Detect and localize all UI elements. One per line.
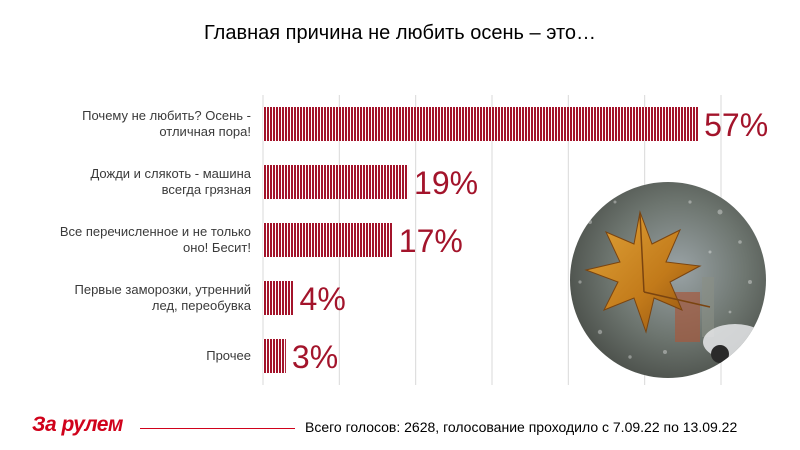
category-label: Прочее [206,348,251,363]
category-label: Первые заморозки, утренний лед, переобувк… [75,282,252,313]
value-label: 17% [399,223,463,259]
category-label: Почему не любить? Осень -отличная пора! [82,108,251,139]
autumn-leaf-photo [570,182,766,378]
value-label: 4% [300,281,346,317]
value-label: 19% [414,165,478,201]
value-label: 57% [704,107,768,143]
footer-vote-info: Всего голосов: 2628, голосование проходи… [305,419,738,435]
bar [263,107,699,141]
value-label: 3% [292,339,338,375]
value-labels: 57% 19% 17% 4% 3% [292,107,768,375]
category-labels: Почему не любить? Осень -отличная пора! Д… [60,108,252,363]
bar [263,223,393,257]
bars [263,107,699,373]
category-label: Все перечисленное и не только оно! Бесит! [60,224,251,255]
bar [263,165,409,199]
category-label: Дожди и слякоть - машина всегда грязная [90,166,251,197]
chart-title: Главная причина не любить осень – это… [203,22,597,44]
footer-divider [140,428,295,429]
za-rulem-logo[interactable]: За рулем [32,413,123,436]
bar [263,281,294,315]
bar [263,339,286,373]
